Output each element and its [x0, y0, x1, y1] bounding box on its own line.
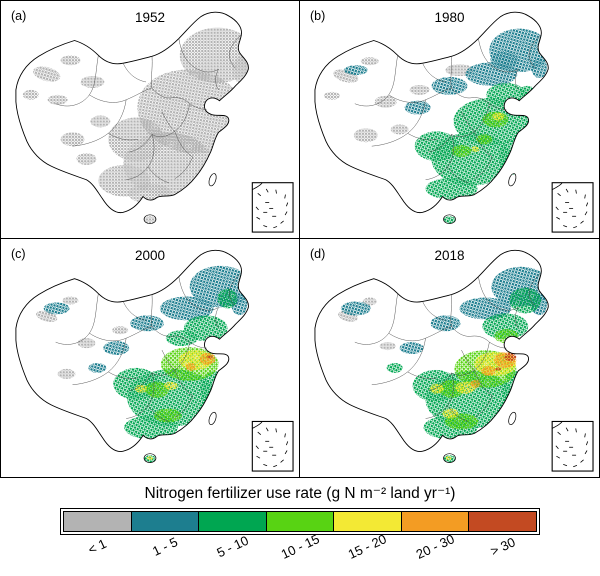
legend-swatch-5: [334, 512, 402, 531]
legend-colorbar: [60, 508, 540, 535]
panel-d-year: 2018: [434, 248, 465, 263]
panel-a: (a) 1952: [1, 1, 300, 239]
legend-swatch-4: [266, 512, 335, 531]
panel-b-year: 1980: [434, 10, 465, 25]
fertilizer-rate-raster: [22, 27, 249, 224]
china-map-2000: [1, 239, 299, 477]
china-outline: [15, 249, 249, 452]
hainan-island: [443, 453, 456, 463]
china-outline: [15, 11, 249, 214]
china-map-1952: [1, 1, 299, 238]
legend-title: Nitrogen fertilizer use rate (g N m⁻² la…: [144, 485, 456, 502]
panel-d: (d) 2018: [300, 239, 599, 477]
hainan-island: [143, 453, 157, 463]
legend-swatch-2: [131, 512, 200, 531]
china-map-svg: [15, 249, 294, 472]
south-china-sea-inset: [551, 182, 594, 233]
china-map-svg: [314, 11, 594, 233]
taiwan-island: [208, 411, 217, 426]
panel-c-year: 2000: [134, 248, 166, 263]
legend-swatch-3: [199, 512, 267, 531]
legend-swatch-7: [469, 512, 537, 531]
south-china-sea-inset: [251, 182, 294, 233]
china-outline: [314, 11, 549, 214]
china-map-2018: [300, 239, 599, 477]
panel-a-year: 1952: [134, 10, 166, 25]
legend-labels: < 1 1 - 5 5 - 10 10 - 15 15 - 20 20 - 30 > 30: [63, 531, 537, 573]
panel-a-label: (a): [11, 9, 27, 23]
panel-c: (c) 2000: [1, 239, 300, 477]
south-china-sea-inset: [551, 420, 594, 472]
taiwan-island: [508, 411, 517, 426]
legend-label-5: 15 - 20: [346, 531, 390, 562]
legend-label-7: > 30: [488, 534, 518, 559]
legend-label-4: 10 - 15: [278, 531, 322, 562]
legend-label-6: 20 - 30: [413, 531, 457, 562]
legend-label-2: 1 - 5: [149, 534, 180, 559]
province-borders: [354, 34, 542, 183]
province-borders: [55, 34, 242, 183]
taiwan-island: [208, 173, 217, 187]
fertilizer-rate-raster: [36, 265, 249, 463]
hainan-island: [443, 214, 456, 225]
china-map-svg: [314, 249, 594, 472]
hainan-island: [143, 214, 157, 225]
china-map-1980: [300, 1, 599, 238]
province-borders: [354, 272, 542, 422]
panel-d-label: (d): [310, 247, 326, 261]
taiwan-island: [508, 173, 517, 187]
province-borders: [55, 272, 242, 422]
legend: Nitrogen fertilizer use rate (g N m⁻² la…: [0, 478, 600, 576]
legend-label-1: < 1: [85, 535, 109, 558]
panel-c-label: (c): [11, 247, 26, 261]
fertilizer-rate-raster: [323, 28, 549, 224]
panel-b-label: (b): [310, 9, 326, 23]
legend-swatch-6: [401, 512, 470, 531]
south-china-sea-inset: [251, 420, 294, 472]
panel-b: (b) 1980: [300, 1, 599, 239]
legend-label-3: 5 - 10: [214, 532, 251, 561]
china-outline: [314, 249, 549, 452]
china-map-svg: [15, 11, 294, 233]
legend-swatch-1: [64, 512, 132, 531]
map-grid: (a) 1952 (b) 1980 (c) 2000 (d) 2018: [0, 0, 600, 478]
